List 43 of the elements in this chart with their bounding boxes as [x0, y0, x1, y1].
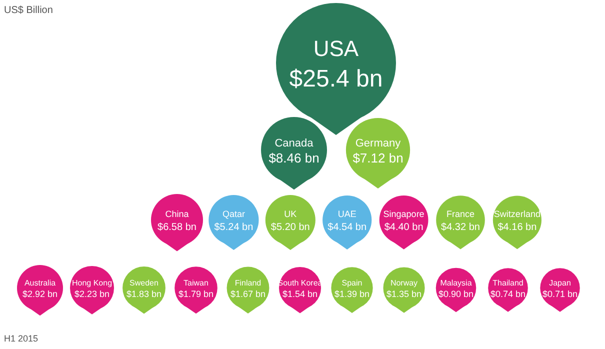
data-label: $0.74 bn	[490, 288, 526, 299]
category-label: UAE	[338, 209, 356, 220]
data-label: $4.16 bn	[498, 222, 537, 233]
data-label: $1.39 bn	[334, 288, 370, 299]
data-label: $1.67 bn	[230, 288, 266, 299]
category-label: Japan	[549, 278, 571, 288]
category-label: Canada	[274, 137, 314, 150]
category-label: Malaysia	[440, 278, 472, 288]
data-label: $6.58 bn	[158, 222, 196, 233]
category-label: Spain	[342, 278, 362, 288]
category-label: Switzerland	[494, 209, 540, 220]
data-label: $0.71 bn	[542, 288, 578, 299]
data-label: $1.35 bn	[386, 288, 422, 299]
category-label: Taiwan	[184, 278, 208, 288]
data-label: $0.90 bn	[438, 288, 474, 299]
data-label: $8.46 bn	[268, 150, 320, 166]
data-label: $4.54 bn	[328, 222, 367, 233]
data-label: $1.79 bn	[178, 288, 214, 299]
data-label: $5.24 bn	[214, 222, 254, 233]
category-label: Australia	[24, 278, 56, 288]
category-label: Qatar	[222, 209, 245, 220]
category-label: Sweden	[130, 278, 158, 288]
data-label: $4.32 bn	[441, 222, 480, 233]
data-label: $2.23 bn	[74, 288, 110, 299]
category-label: Thailand	[492, 278, 524, 288]
data-label: $5.20 bn	[270, 222, 310, 233]
data-label: $25.4 bn	[289, 65, 383, 92]
data-label: $7.12 bn	[352, 150, 404, 166]
text: US$ Billion	[4, 4, 53, 16]
category-label: Norway	[390, 278, 418, 288]
category-label: Germany	[355, 137, 402, 150]
text: H1 2015	[4, 333, 38, 344]
category-label: USA	[313, 36, 359, 61]
category-label: China	[165, 209, 189, 220]
data-label: $4.40 bn	[384, 222, 424, 233]
category-label: Hong Kong	[72, 278, 112, 288]
data-label: $2.92 bn	[22, 288, 58, 299]
category-label: France	[446, 209, 475, 220]
category-label: Finland	[234, 278, 262, 288]
data-label: $1.83 bn	[126, 288, 162, 299]
category-label: Singapore	[383, 209, 424, 220]
category-label: UK	[284, 209, 297, 220]
data-label: $1.54 bn	[282, 288, 318, 299]
